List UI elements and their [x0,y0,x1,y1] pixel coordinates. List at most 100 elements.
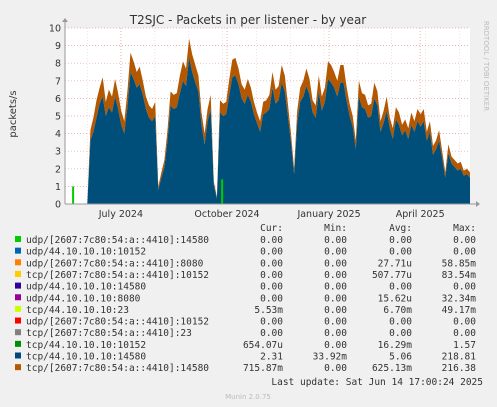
y-tick-label: 1 [55,182,61,193]
y-tick-label: 6 [55,94,61,105]
legend-series-name: udp/[2607:7c80:54:a::4410]:10152 [26,317,209,328]
legend-header-max: Max: [453,223,476,234]
legend-series-name: udp/[2607:7c80:54:a::4410]:8080 [26,258,204,269]
legend-value-cur: 0.00 [260,328,283,339]
x-tick-label: January 2025 [296,209,360,220]
y-tick-label: 0 [55,200,61,211]
legend-value-cur: 715.87m [243,363,283,374]
legend-series-name: udp/44.10.10.10:14580 [26,282,146,293]
legend-series-name: tcp/[2607:7c80:54:a::4410]:23 [26,328,192,339]
legend-value-max: 0.00 [453,235,476,246]
legend-value-avg: 15.62u [378,293,412,304]
legend-value-cur: 0.00 [260,270,283,281]
legend-value-cur: 0.00 [260,293,283,304]
legend-swatch [15,236,21,242]
legend-value-avg: 0.00 [389,235,412,246]
y-tick-label: 9 [55,41,61,52]
axes: 0 1 2 3 4 5 6 7 8 9 10 July 2024 October 2024 January… [49,18,480,220]
legend-value-min: 0.00 [324,235,347,246]
y-tick-label: 8 [55,59,61,70]
last-update: Last update: Sat Jun 14 17:00:24 2025 [271,377,483,388]
legend-value-max: 216.38 [442,363,477,374]
legend-series-name: udp/44.10.10.10:8080 [26,293,141,304]
y-tick-label: 4 [55,129,61,140]
legend-swatch [15,317,21,324]
legend-swatch [15,352,21,359]
footer-version: Munin 2.0.75 [225,393,271,401]
legend-series-name: tcp/44.10.10.10:14580 [26,352,146,363]
legend-value-min: 0.00 [324,305,347,316]
legend-value-min: 0.00 [324,340,347,351]
legend-value-max: 49.17m [442,305,477,316]
y-tick-label: 3 [55,147,61,158]
legend-value-min: 0.00 [324,282,347,293]
legend-series-name: udp/[2607:7c80:54:a::4410]:14580 [26,235,209,246]
x-tick-label: July 2024 [98,209,143,220]
legend-value-max: 218.81 [442,352,477,363]
legend-value-avg: 0.00 [389,317,412,328]
legend-series-name: tcp/44.10.10.10:10152 [26,340,146,351]
legend-value-avg: 625.13m [372,363,412,374]
legend-value-max: 1.57 [453,340,476,351]
legend-value-min: 0.00 [324,363,347,374]
legend-swatch [15,247,21,254]
legend-header-min: Min: [324,223,347,234]
legend-value-cur: 0.00 [260,258,283,269]
legend-value-avg: 16.29m [378,340,413,351]
legend-value-max: 0.00 [453,317,476,328]
series-spike [72,186,75,204]
chart-title: T2SJC - Packets in per listener - by yea… [129,13,367,27]
legend-value-cur: 0.00 [260,247,283,258]
x-tick-label: April 2025 [396,209,445,220]
legend-swatch [15,259,21,266]
legend-value-max: 83.54m [442,270,477,281]
legend-swatch [15,282,21,289]
legend-value-max: 0.00 [453,328,476,339]
legend-value-avg: 27.71u [378,258,412,269]
rrdtool-credit: RRDTOOL / TOBI OETIKER [482,21,490,111]
legend-value-min: 33.92m [313,352,348,363]
legend-swatch [15,270,21,277]
legend-value-min: 0.00 [324,247,347,258]
legend-value-max: 0.00 [453,247,476,258]
legend-value-avg: 0.00 [389,282,412,293]
legend-value-cur: 0.00 [260,317,283,328]
legend-value-min: 0.00 [324,317,347,328]
legend-header-avg: Avg: [389,223,412,234]
legend-series-name: tcp/44.10.10.10:23 [26,305,129,316]
legend-value-cur: 2.31 [260,352,283,363]
series-layer [72,38,471,205]
series-spike [221,179,224,204]
legend-value-cur: 654.07u [243,340,283,351]
legend-value-avg: 5.06 [389,352,412,363]
y-axis-arrow [62,18,68,22]
legend-value-min: 0.00 [324,258,347,269]
y-tick-label: 2 [55,164,61,175]
legend-value-cur: 5.53m [254,305,283,316]
legend-value-min: 0.00 [324,270,347,281]
x-tick-label: October 2024 [194,209,259,220]
legend-value-avg: 6.70m [383,305,412,316]
legend-value-avg: 507.77u [372,270,412,281]
legend-swatch [15,364,21,371]
legend-value-max: 32.34m [442,293,477,304]
legend-value-cur: 0.00 [260,282,283,293]
legend-value-avg: 0.00 [389,247,412,258]
legend-series-name: tcp/[2607:7c80:54:a::4410]:10152 [26,270,209,281]
y-axis-label: packets/s [8,90,19,137]
legend-swatch [15,294,21,301]
y-tick-label: 5 [55,112,61,123]
legend-series-name: udp/44.10.10.10:10152 [26,247,146,258]
x-axis-arrow [476,201,480,207]
y-tick-label: 7 [55,76,61,87]
legend-value-max: 0.00 [453,282,476,293]
legend-swatch [15,329,21,336]
legend-value-max: 58.85m [442,258,477,269]
series-area-tcp-ipv6-14580 [87,38,471,204]
legend-value-min: 0.00 [324,328,347,339]
legend: Cur: Min: Avg: Max:udp/[2607:7c80:54:a::441… [15,223,476,374]
legend-value-avg: 0.00 [389,328,412,339]
series-area-tcp-ipv4-14580 [87,57,471,205]
y-tick-label: 10 [49,24,61,35]
